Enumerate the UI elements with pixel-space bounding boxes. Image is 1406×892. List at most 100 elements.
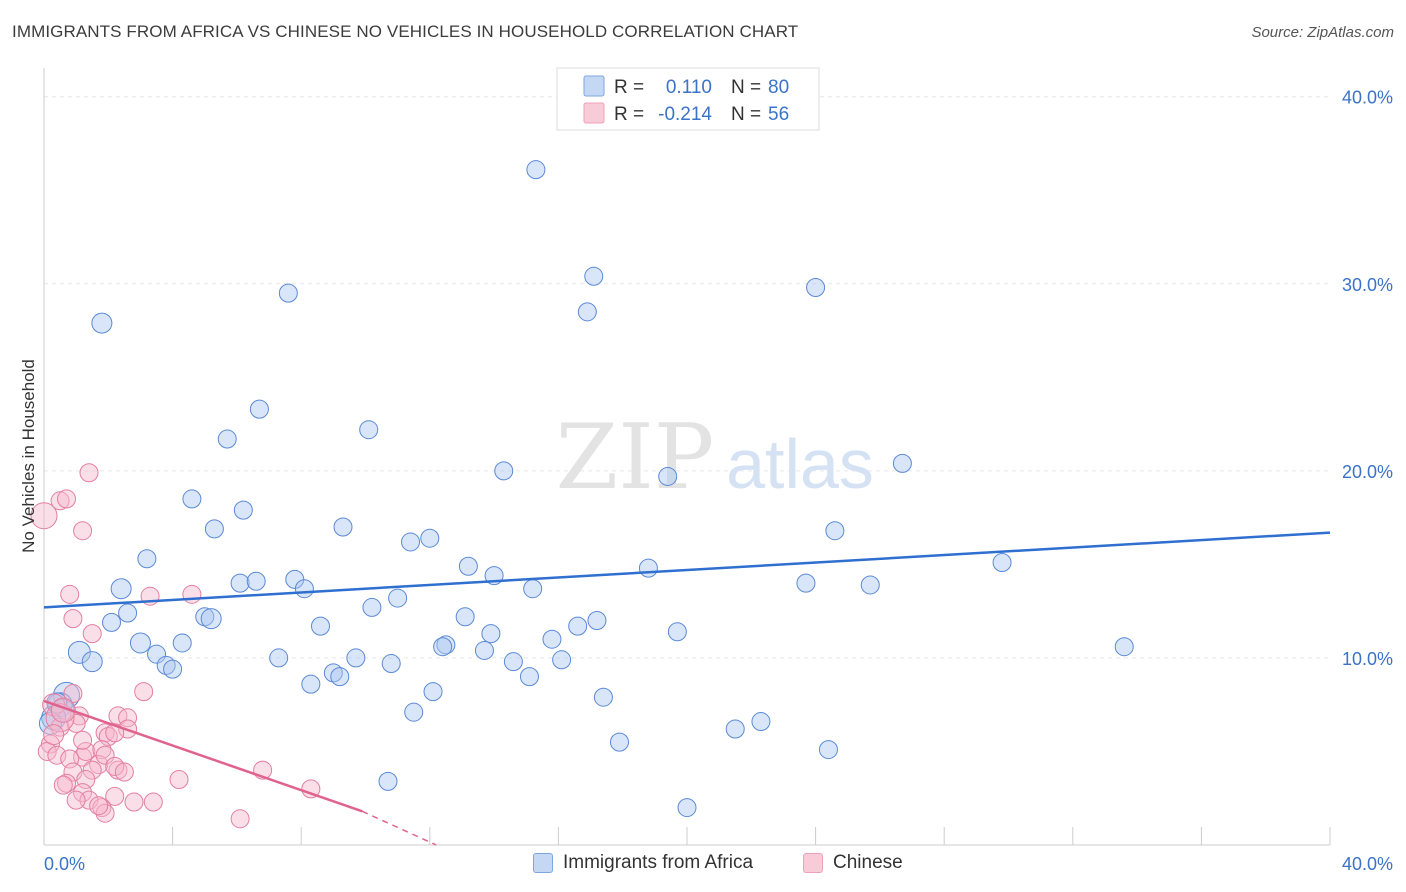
africa-point-5 [806, 278, 826, 298]
africa-point-26 [294, 579, 314, 599]
legend-r-label-chinese: R = [614, 104, 644, 125]
legend-item-africa: Immigrants from Africa [533, 852, 753, 874]
y-tick-label-1: 20.0% [1342, 462, 1393, 482]
watermark-atlas: atlas [726, 425, 874, 503]
chinese-point-47 [143, 792, 163, 812]
africa-point-48 [474, 640, 494, 660]
africa-point-9 [494, 461, 514, 481]
africa-point-39 [587, 611, 607, 631]
africa-point-71 [404, 702, 424, 722]
legend-swatch-chinese-bottom [803, 853, 823, 873]
africa-point-38 [455, 607, 475, 627]
africa-point-36 [200, 608, 222, 630]
africa-point-29 [796, 573, 816, 593]
africa-point-62 [330, 667, 350, 687]
africa-point-44 [129, 632, 151, 654]
africa-point-64 [301, 674, 321, 694]
africa-point-52 [81, 651, 103, 673]
africa-point-2 [278, 283, 298, 303]
chinese-point-36 [169, 770, 189, 790]
chinese-point-31 [108, 760, 128, 780]
legend-swatch-chinese [583, 102, 605, 124]
africa-point-57 [346, 648, 366, 668]
africa-point-50 [1114, 637, 1134, 657]
chinese-point-0 [30, 502, 58, 530]
chinese-point-27 [92, 740, 112, 760]
chinese-point-51 [89, 796, 109, 816]
legend-n-value-chinese: 56 [768, 104, 789, 125]
africa-point-30 [860, 575, 880, 595]
y-tick-label-0: 10.0% [1342, 649, 1393, 669]
africa-point-17 [420, 528, 440, 548]
trend-lines [43, 531, 1331, 846]
africa-point-24 [246, 571, 266, 591]
y-tick-label-2: 30.0% [1342, 275, 1393, 295]
y-axis-label: No Vehicles in Household [19, 359, 38, 553]
africa-point-1 [91, 312, 113, 334]
africa-point-58 [381, 654, 401, 674]
africa-point-40 [310, 616, 330, 636]
africa-point-22 [992, 553, 1012, 573]
chinese-point-35 [114, 762, 134, 782]
chinese-point-8 [82, 624, 102, 644]
chart-source: Source: ZipAtlas.com [1251, 24, 1394, 41]
chart-title: IMMIGRANTS FROM AFRICA VS CHINESE NO VEH… [12, 22, 799, 41]
legend-n-value-africa: 80 [768, 77, 789, 98]
africa-point-33 [362, 597, 382, 617]
africa-point-60 [552, 650, 572, 670]
africa-point-42 [667, 622, 687, 642]
legend-n-label-chinese: N = [731, 104, 761, 125]
watermark-zip: ZIP [556, 405, 715, 510]
africa-point-47 [433, 637, 453, 657]
africa-point-73 [725, 719, 745, 739]
chinese-point-15 [118, 708, 138, 728]
chinese-point-42 [73, 783, 93, 803]
africa-point-19 [137, 549, 157, 569]
africa-point-75 [818, 740, 838, 760]
tick-labels: 10.0% 20.0% 30.0% 40.0% 0.0% 40.0% [44, 88, 1393, 874]
chinese-point-30 [95, 745, 115, 765]
africa-point-11 [892, 453, 912, 473]
chinese-point-53 [43, 724, 65, 746]
legend-r-value-africa: 0.110 [666, 77, 712, 98]
axes [43, 68, 1331, 846]
africa-point-20 [458, 556, 478, 576]
chinese-point-34 [105, 756, 125, 776]
africa-point-14 [204, 519, 224, 539]
chinese-point-14 [108, 706, 128, 726]
africa-point-43 [481, 624, 501, 644]
africa-point-0 [526, 160, 546, 180]
chinese-point-2 [50, 491, 70, 511]
legend-r-value-chinese: -0.214 [658, 104, 712, 125]
chinese-point-50 [230, 809, 250, 829]
africa-point-46 [436, 635, 456, 655]
africa-point-18 [825, 521, 845, 541]
legend-item-chinese: Chinese [803, 852, 903, 874]
chinese-point-46 [124, 792, 144, 812]
chinese-point-41 [301, 779, 321, 799]
africa-point-49 [542, 629, 562, 649]
africa-point-65 [423, 682, 443, 702]
africa-point-15 [333, 517, 353, 537]
africa-point-55 [163, 659, 183, 679]
africa-point-77 [677, 798, 697, 818]
africa-point-3 [584, 266, 604, 286]
africa-point-63 [519, 667, 539, 687]
africa-point-32 [388, 588, 408, 608]
grid-lines [44, 96, 1330, 659]
chinese-point-7 [182, 584, 202, 604]
africa-point-7 [359, 420, 379, 440]
chinese-point-4 [73, 521, 93, 541]
legend-swatch-africa [583, 75, 605, 97]
africa-point-34 [118, 603, 138, 623]
chinese-point-39 [57, 773, 77, 793]
africa-point-72 [751, 712, 771, 732]
africa-point-10 [658, 466, 678, 486]
chinese-point-55 [73, 730, 93, 750]
africa-point-23 [230, 573, 250, 593]
chinese-point-26 [76, 741, 96, 761]
chinese-point-9 [63, 609, 83, 629]
africa-point-61 [323, 663, 343, 683]
legend-top: R = 0.110 N = 80 R = -0.214 N = 56 [556, 67, 820, 131]
